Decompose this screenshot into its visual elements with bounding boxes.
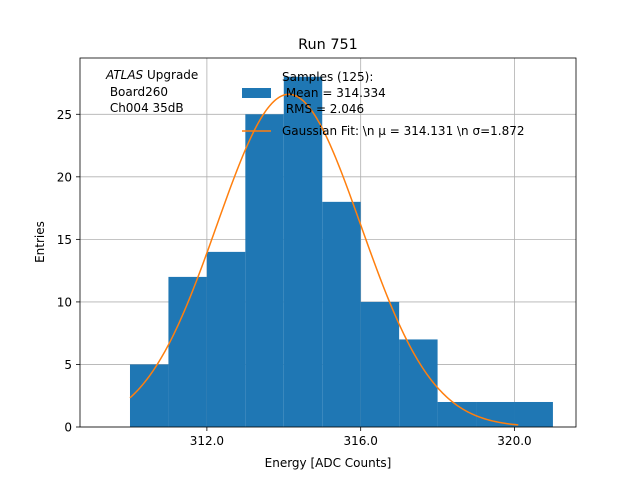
annotation-atlas: ATLAS xyxy=(105,68,144,82)
histogram-bar xyxy=(168,276,207,427)
y-tick-label: 25 xyxy=(57,108,72,122)
legend-histogram-line1: Samples (125): xyxy=(282,70,373,84)
y-axis-ticks: 0 5 10 15 20 25 xyxy=(57,108,80,435)
histogram-bar xyxy=(437,401,477,427)
legend-fit-label: Gaussian Fit: \n μ = 314.131 \n σ=1.872 xyxy=(282,124,525,138)
histogram-bar xyxy=(283,76,323,428)
gaussian-fit-line xyxy=(129,93,519,426)
y-tick-label: 15 xyxy=(57,233,72,247)
histogram-bar xyxy=(399,339,438,427)
atlas-annotation: ATLAS Upgrade Board260 Ch004 35dB xyxy=(105,68,198,115)
annotation-upgrade: Upgrade xyxy=(143,68,198,82)
histogram-bars xyxy=(129,76,553,428)
histogram-bar xyxy=(129,364,169,427)
y-axis-label: Entries xyxy=(33,221,47,263)
histogram-bar xyxy=(245,114,284,427)
legend: Samples (125): Mean = 314.334 RMS = 2.04… xyxy=(242,70,525,138)
annotation-line2: Board260 xyxy=(106,85,168,99)
histogram-bar xyxy=(322,201,361,427)
y-tick-label: 0 xyxy=(64,421,72,435)
y-tick-label: 10 xyxy=(57,295,72,309)
plot-frame xyxy=(79,57,577,428)
x-tick-label: 316.0 xyxy=(344,434,378,448)
x-tick-label: 312.0 xyxy=(190,434,224,448)
legend-histogram-line2: Mean = 314.334 xyxy=(282,86,386,100)
histogram-bar xyxy=(514,401,553,427)
histogram-bar xyxy=(476,401,515,427)
annotation-line3: Ch004 35dB xyxy=(106,101,184,115)
legend-histogram-swatch xyxy=(242,88,271,98)
y-tick-label: 20 xyxy=(57,170,72,184)
gaussian-fit xyxy=(129,93,519,426)
histogram-bar xyxy=(360,301,400,427)
chart-title: Run 751 xyxy=(298,37,358,53)
x-tick-label: 320.0 xyxy=(497,434,531,448)
x-axis-label: Energy [ADC Counts] xyxy=(265,456,392,470)
annotation-line1: ATLAS Upgrade xyxy=(105,68,198,82)
legend-histogram-line3: RMS = 2.046 xyxy=(282,102,364,116)
y-tick-label: 5 xyxy=(64,358,72,372)
x-axis-ticks: 312.0 316.0 320.0 xyxy=(190,427,532,448)
histogram-bar xyxy=(206,251,246,427)
